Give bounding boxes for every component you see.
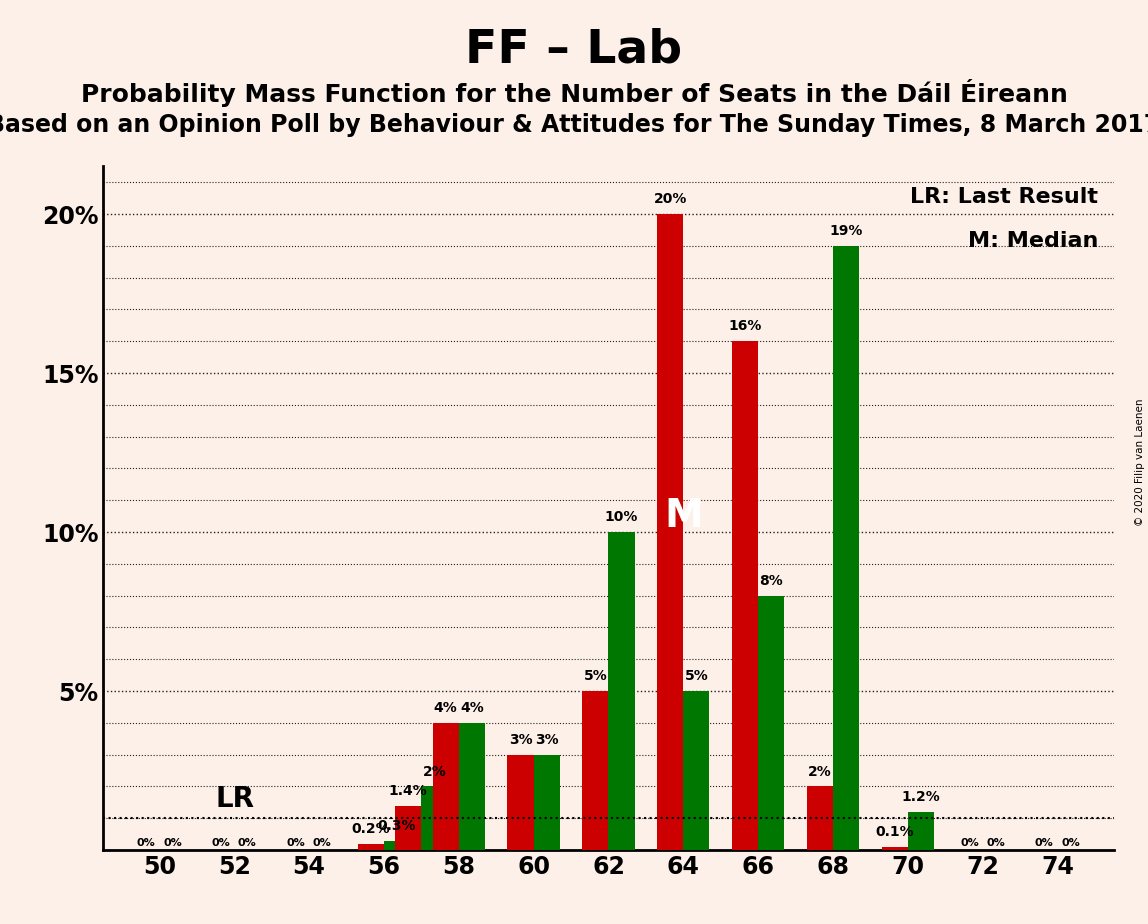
Text: 0.1%: 0.1% <box>876 825 914 839</box>
Text: 8%: 8% <box>759 574 783 588</box>
Text: 0%: 0% <box>960 837 979 847</box>
Bar <box>395 806 421 850</box>
Bar <box>608 532 635 850</box>
Text: 0%: 0% <box>313 837 332 847</box>
Bar <box>882 847 908 850</box>
Text: M: M <box>664 497 703 535</box>
Text: 1.2%: 1.2% <box>901 790 940 804</box>
Text: © 2020 Filip van Laenen: © 2020 Filip van Laenen <box>1134 398 1145 526</box>
Text: M: Median: M: Median <box>968 231 1099 251</box>
Bar <box>383 841 410 850</box>
Text: 0%: 0% <box>163 837 181 847</box>
Text: 1.4%: 1.4% <box>389 784 428 797</box>
Bar <box>358 844 383 850</box>
Text: 2%: 2% <box>422 764 447 779</box>
Text: Probability Mass Function for the Number of Seats in the Dáil Éireann: Probability Mass Function for the Number… <box>80 79 1068 106</box>
Text: 0%: 0% <box>1061 837 1080 847</box>
Text: 0%: 0% <box>1035 837 1054 847</box>
Bar <box>833 246 859 850</box>
Bar <box>582 691 608 850</box>
Text: 0%: 0% <box>287 837 305 847</box>
Bar <box>683 691 709 850</box>
Text: 20%: 20% <box>653 192 687 206</box>
Text: 0%: 0% <box>238 837 257 847</box>
Bar <box>657 214 683 850</box>
Text: 3%: 3% <box>535 733 559 747</box>
Bar <box>459 723 484 850</box>
Bar <box>421 786 448 850</box>
Text: 0.3%: 0.3% <box>378 819 417 833</box>
Text: LR: LR <box>216 784 255 812</box>
Bar <box>732 341 758 850</box>
Bar <box>758 596 784 850</box>
Text: 3%: 3% <box>509 733 533 747</box>
Text: 16%: 16% <box>728 320 761 334</box>
Text: FF – Lab: FF – Lab <box>465 28 683 73</box>
Text: Based on an Opinion Poll by Behaviour & Attitudes for The Sunday Times, 8 March : Based on an Opinion Poll by Behaviour & … <box>0 113 1148 137</box>
Text: LR: Last Result: LR: Last Result <box>910 187 1099 207</box>
Text: 0%: 0% <box>137 837 156 847</box>
Bar <box>534 755 560 850</box>
Bar <box>908 812 934 850</box>
Text: 4%: 4% <box>460 701 483 715</box>
Text: 0%: 0% <box>212 837 231 847</box>
Bar <box>433 723 459 850</box>
Text: 10%: 10% <box>605 510 638 524</box>
Text: 5%: 5% <box>583 669 607 683</box>
Text: 2%: 2% <box>808 764 831 779</box>
Text: 4%: 4% <box>434 701 458 715</box>
Bar <box>807 786 833 850</box>
Text: 0%: 0% <box>986 837 1004 847</box>
Text: 5%: 5% <box>684 669 708 683</box>
Text: 19%: 19% <box>829 224 862 237</box>
Bar <box>507 755 534 850</box>
Text: 0.2%: 0.2% <box>351 821 390 836</box>
